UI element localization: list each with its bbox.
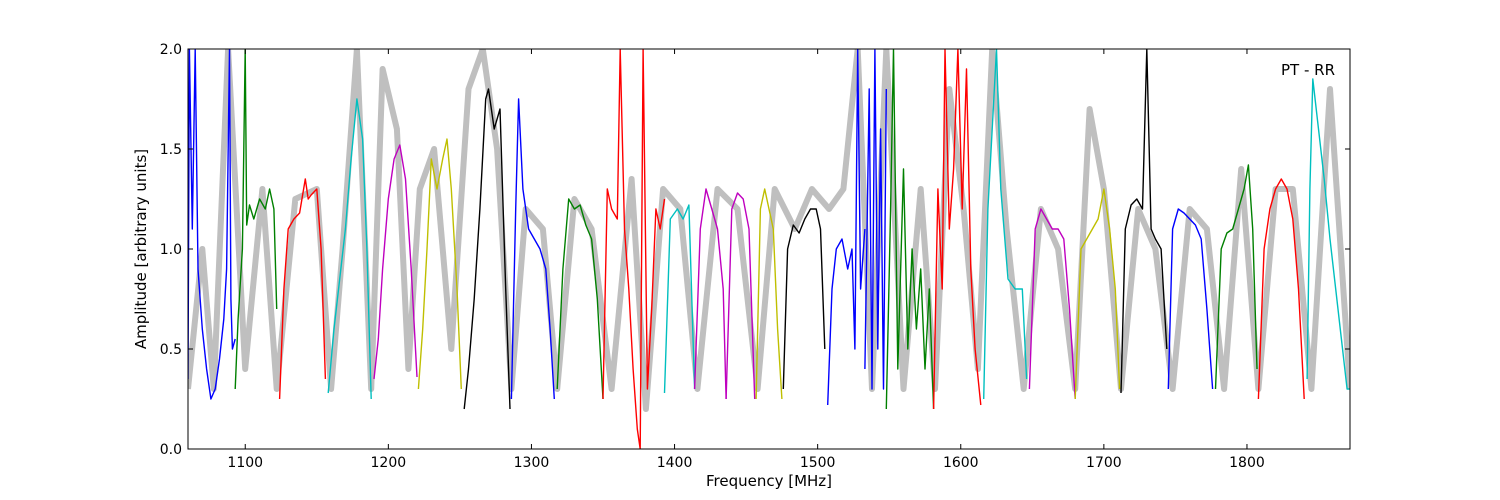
- series-line-4: [327, 98, 372, 400]
- x-tick-label: 1600: [943, 455, 979, 471]
- ticks-layer: 1100 1200 1300 1400 1500 1600 1700 1800 0.0 0.5 1.…: [160, 42, 1350, 471]
- series-line-24: [1167, 208, 1214, 390]
- series-line-12: [693, 188, 727, 400]
- series-line-22: [1074, 188, 1121, 400]
- series-line-9: [556, 198, 604, 400]
- y-tick-label: 1.5: [160, 142, 182, 158]
- series-line-13: [725, 192, 756, 400]
- y-axis-label: Amplitude [arbitrary units]: [132, 149, 150, 349]
- x-tick-label: 1800: [1229, 455, 1265, 471]
- x-tick-label: 1200: [371, 455, 407, 471]
- y-tick-label: 0.5: [160, 342, 182, 358]
- series-line-1: [188, 49, 236, 400]
- series-line-18: [885, 49, 935, 410]
- series-line-14: [755, 188, 783, 400]
- x-tick-label: 1300: [514, 455, 550, 471]
- series-line-3: [278, 178, 327, 400]
- series-line-10: [602, 49, 666, 449]
- series-line-15: [782, 208, 826, 390]
- series-line-27: [1306, 78, 1350, 390]
- x-tick-label: 1400: [657, 455, 693, 471]
- series-line-26: [1257, 178, 1305, 400]
- series-line-25: [1214, 164, 1258, 390]
- series-line-5: [373, 144, 418, 380]
- panel-annotation: PT - RR: [1281, 61, 1335, 79]
- series-line-2: [234, 49, 278, 390]
- series-line-21: [1028, 208, 1076, 400]
- x-tick-label: 1100: [227, 455, 263, 471]
- series-line-7: [463, 88, 511, 410]
- series-line-23: [1120, 49, 1168, 394]
- series-line-20: [983, 49, 1028, 400]
- x-tick-label: 1700: [1086, 455, 1122, 471]
- series-line-6: [417, 138, 462, 390]
- series-layer: [188, 49, 1350, 449]
- series-line-11: [663, 204, 696, 394]
- x-axis-label: Frequency [MHz]: [706, 472, 832, 490]
- series-line-19: [932, 49, 982, 410]
- series-line-8: [510, 98, 555, 400]
- y-tick-label: 0.0: [160, 442, 182, 458]
- y-tick-label: 2.0: [160, 42, 182, 58]
- series-line-16: [827, 49, 866, 406]
- y-tick-label: 1.0: [160, 242, 182, 258]
- x-tick-label: 1500: [800, 455, 836, 471]
- series-line-17: [864, 49, 887, 390]
